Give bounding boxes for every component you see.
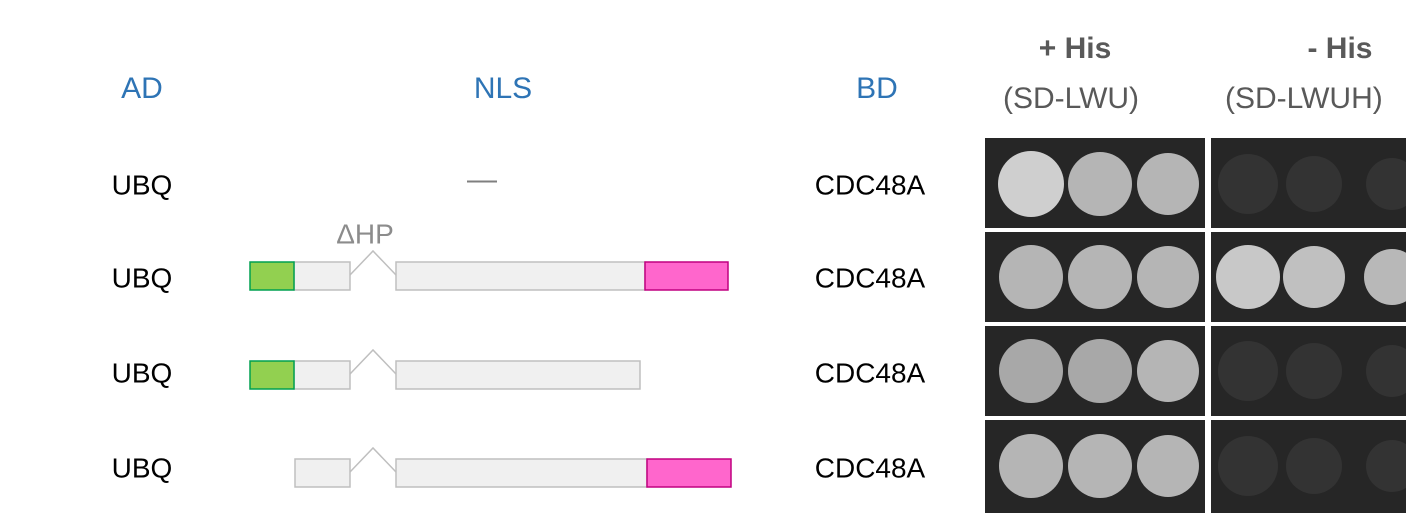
rows: UBQ CDC48A UBQ CDC48A UBQ CDC48A UBQ CDC48A	[112, 169, 926, 483]
minus-his-title: - His	[1307, 32, 1372, 65]
plates	[985, 138, 1406, 513]
nls-header: NLS	[474, 72, 532, 105]
plus-his-medium: (SD-LWU)	[1003, 82, 1139, 115]
minus-his-medium: (SD-LWUH)	[1225, 82, 1383, 115]
ad-header: AD	[121, 72, 163, 105]
constructs	[250, 251, 731, 487]
bd-label: CDC48A	[815, 452, 926, 483]
plus-his-title: + His	[1039, 32, 1112, 65]
ad-label: UBQ	[112, 452, 173, 483]
bd-header: BD	[856, 72, 898, 105]
ad-label: UBQ	[112, 357, 173, 388]
no-nls: —	[467, 163, 497, 196]
bd-label: CDC48A	[815, 262, 926, 293]
ad-label: UBQ	[112, 169, 173, 200]
figure: AD NLS BD + His (SD-LWU) - His (SD-LWUH)…	[0, 0, 1406, 513]
ad-label: UBQ	[112, 262, 173, 293]
bd-label: CDC48A	[815, 169, 926, 200]
bd-label: CDC48A	[815, 357, 926, 388]
deletion-label: ΔHP	[336, 218, 394, 249]
